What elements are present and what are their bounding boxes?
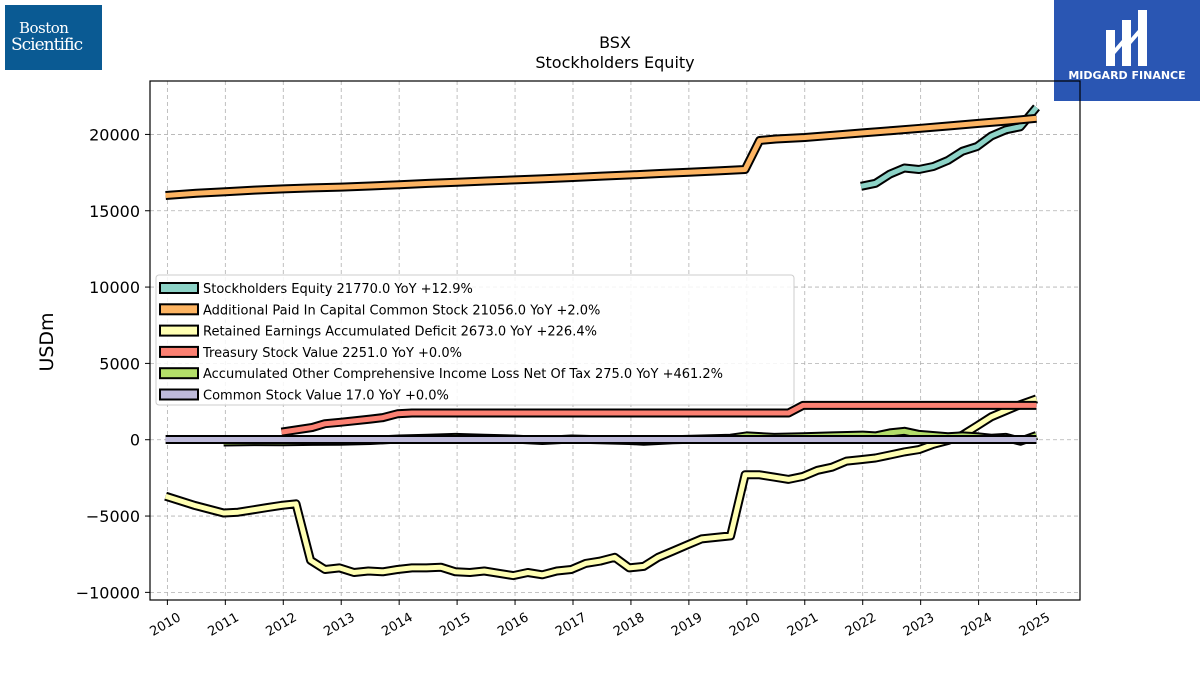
series-lines [164,104,1040,581]
series-line-stockholders-equity [860,105,1039,189]
x-tick-label: 2022 [843,610,879,640]
x-tick-label: 2017 [553,610,589,640]
legend-entry: Additional Paid In Capital Common Stock … [203,303,600,318]
legend-swatch [159,388,199,401]
legend: Stockholders Equity 21770.0 YoY +12.9% Ad… [155,274,795,406]
legend-swatch [159,367,199,380]
x-tick-label: 2023 [901,610,937,640]
x-tick-label: 2015 [437,610,473,640]
series-outline-treasury-stock-value [280,400,1037,437]
series-line-retained-earnings-accumulated-deficit [164,396,1038,579]
midgard-mark-icon [1106,10,1147,66]
x-tick-label: 2012 [263,610,299,640]
legend-swatch [159,345,199,358]
plot-frame [149,80,1081,601]
x-tick-label: 2018 [611,610,647,640]
midgard-finance-label: MIDGARD FINANCE [1068,69,1186,82]
legend-swatch [159,282,199,294]
legend-box [155,274,795,406]
legend-entry: Treasury Stock Value 2251.0 YoY +0.0% [202,346,462,361]
logo-left-line2: Scientific [11,35,83,55]
y-tick-label: 10000 [89,278,140,297]
x-tick-label: 2013 [321,610,357,640]
chart-subtitle: Stockholders Equity [535,53,694,72]
y-tick-label: 5000 [99,354,140,373]
midgard-finance-logo: MIDGARD FINANCE [1054,0,1200,101]
x-tick-label: 2024 [959,610,995,640]
x-tick-label: 2016 [495,610,531,640]
legend-swatch [159,324,199,337]
y-tick-label: 15000 [89,202,140,221]
legend-entry: Accumulated Other Comprehensive Income L… [203,367,723,382]
y-axis-label: USDm [36,312,58,371]
legend-swatch [159,303,199,316]
series-line-additional-paid-in-capital-common-stock [165,115,1037,198]
chart-title: BSX [599,33,631,52]
legend-entry: Stockholders Equity 21770.0 YoY +12.9% [203,282,473,297]
x-tick-label: 2025 [1017,610,1053,640]
legend-entry: Common Stock Value 17.0 YoY +0.0% [203,389,449,404]
x-tick-label: 2014 [379,610,415,640]
y-tick-label: −10000 [76,583,140,602]
x-tick-label: 2019 [669,610,705,640]
x-tick-label: 2011 [205,610,241,640]
boston-scientific-logo: Boston Scientific [5,5,102,70]
series-line-treasury-stock-value [281,402,1037,435]
y-tick-label: 0 [130,431,140,450]
x-tick-label: 2021 [785,610,821,640]
legend-entry: Retained Earnings Accumulated Deficit 26… [203,325,597,340]
x-tick-label: 2010 [148,610,184,640]
logo-left-line1: Boston [19,19,69,37]
y-tick-label: −5000 [86,507,140,526]
y-tick-label: 20000 [89,125,140,144]
x-tick-label: 2020 [727,610,763,640]
